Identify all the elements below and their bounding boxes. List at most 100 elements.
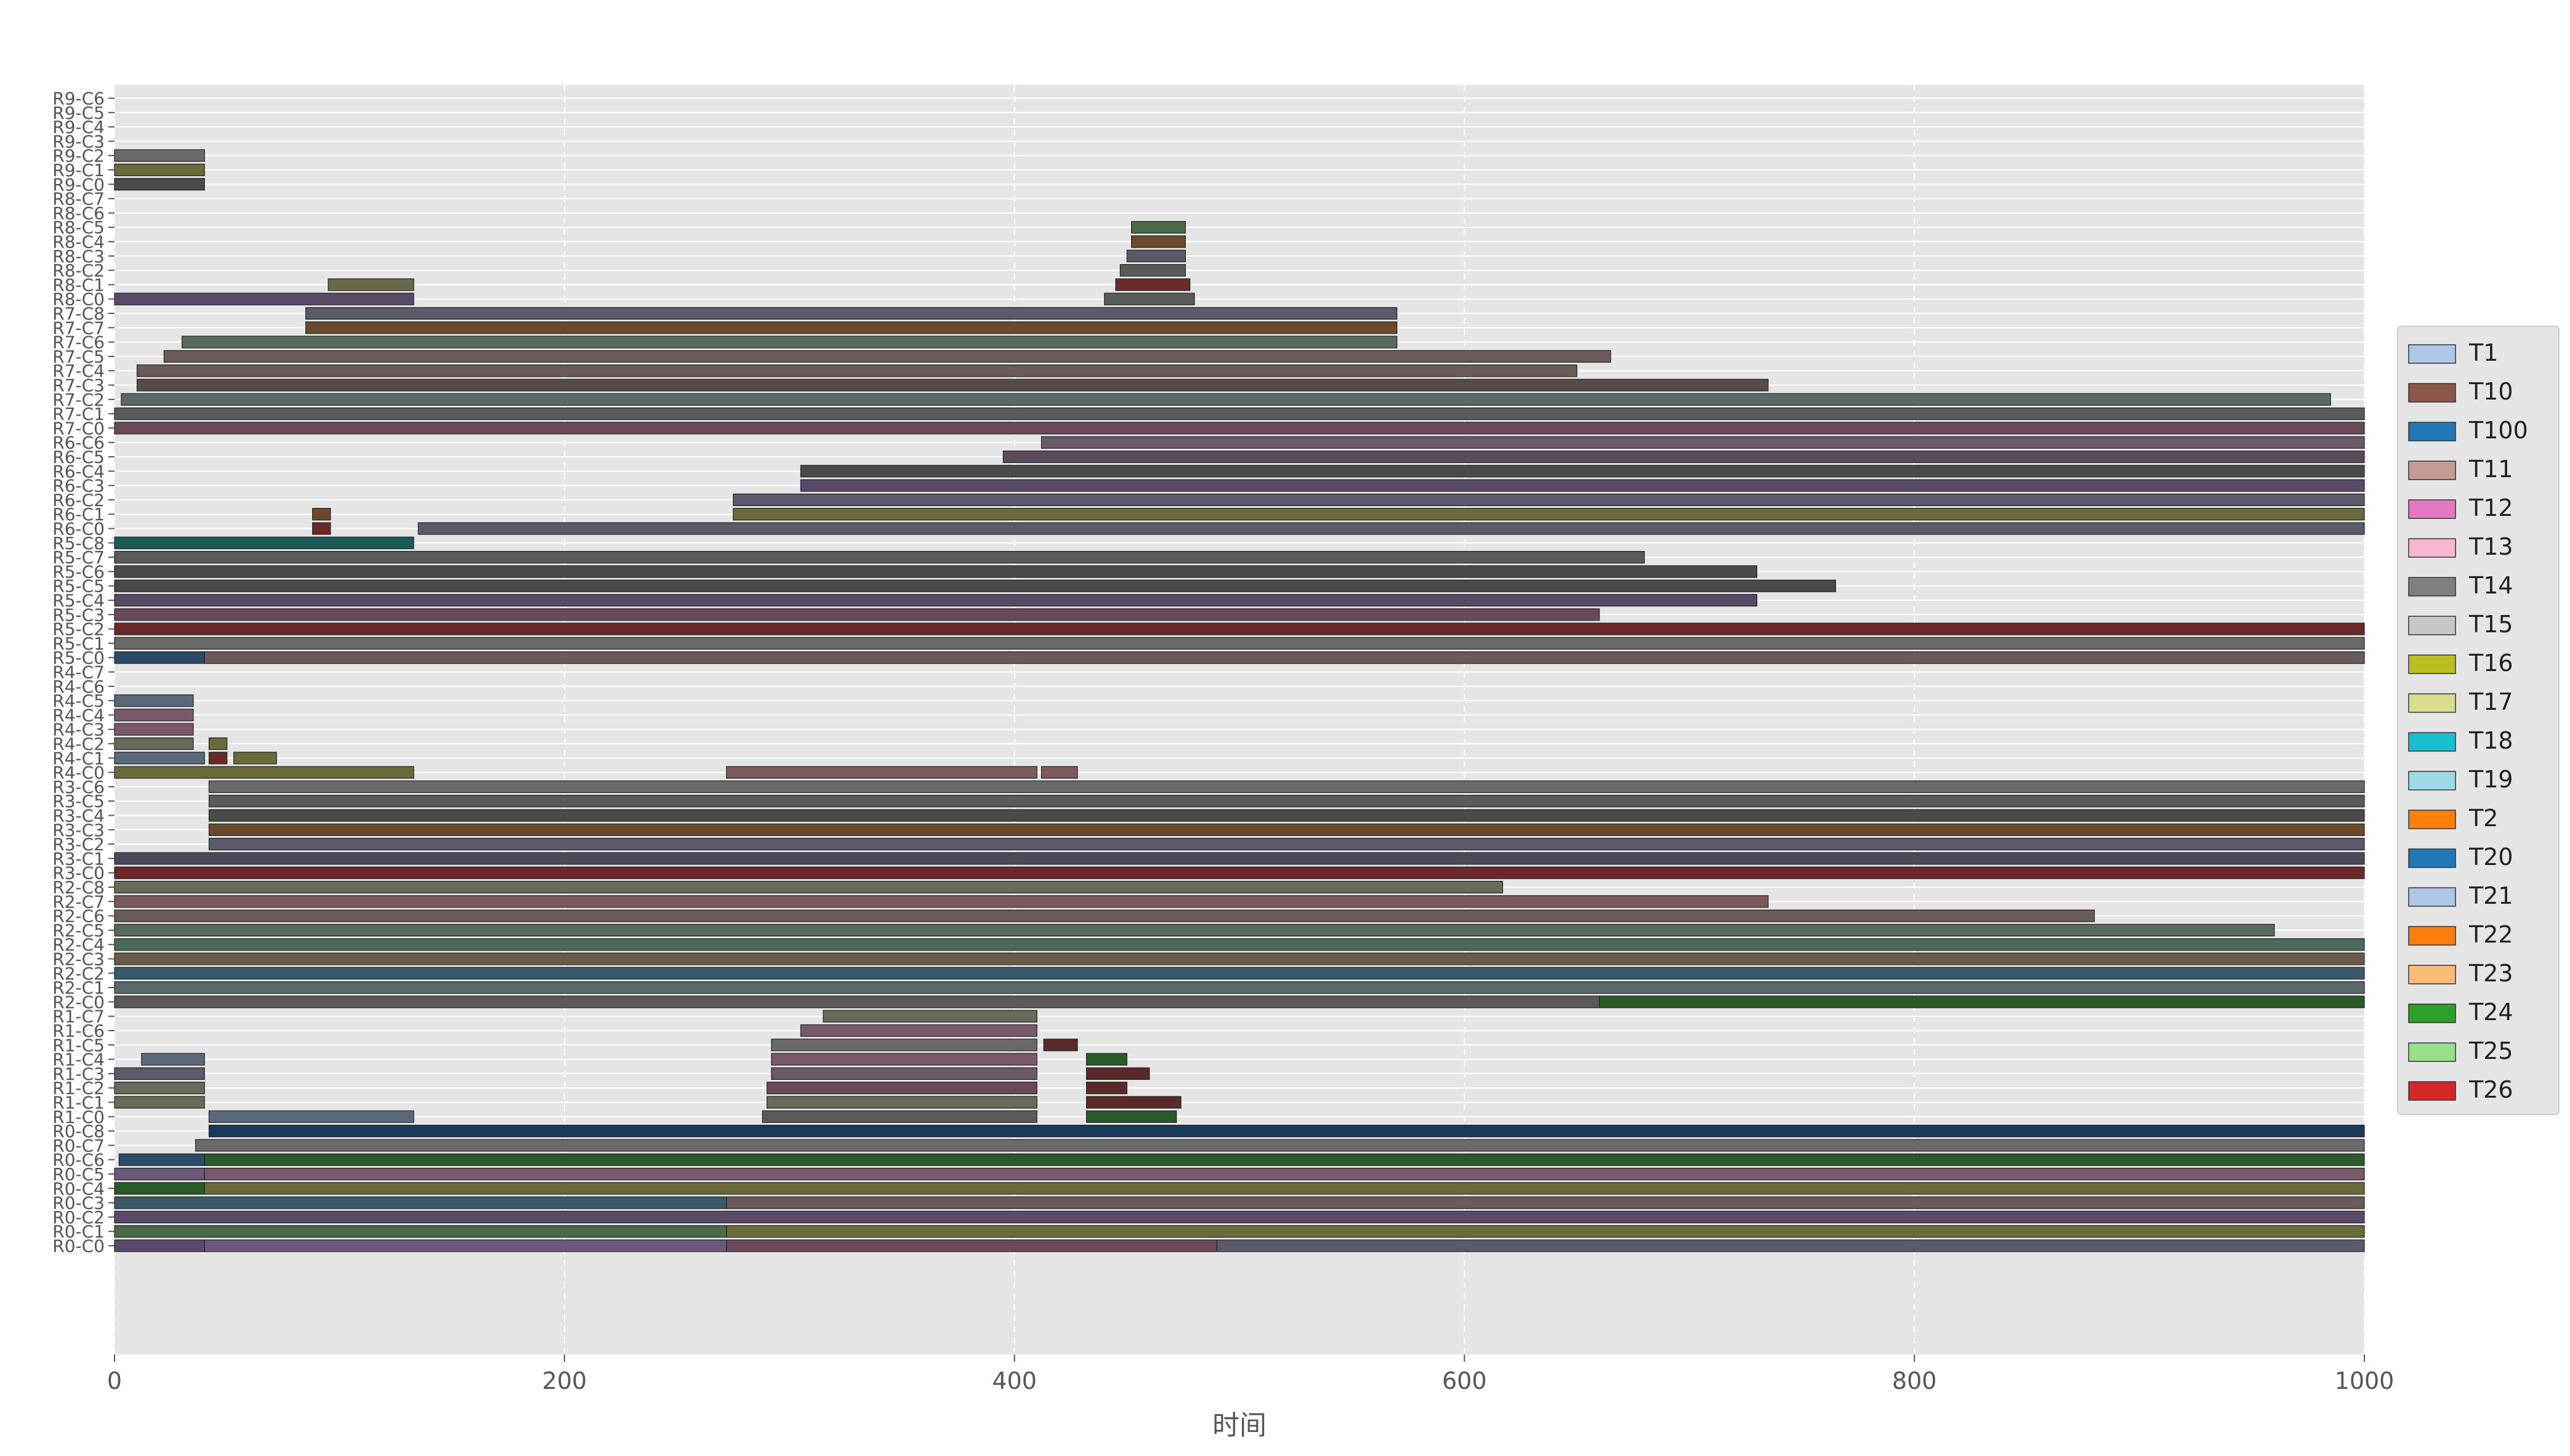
gantt-bar — [114, 1196, 727, 1209]
y-tick-label: R5-C8 — [52, 533, 105, 553]
y-tick-label: R7-C7 — [52, 318, 105, 338]
gantt-bar — [312, 522, 331, 535]
gantt-bar — [823, 1010, 1037, 1023]
y-tick-label: R3-C5 — [52, 791, 105, 811]
y-tick-label: R6-C1 — [52, 504, 105, 525]
y-tick-label: R5-C2 — [52, 619, 105, 640]
legend-swatch — [2408, 1004, 2456, 1023]
y-tick-label: R5-C6 — [52, 561, 105, 582]
y-tick-label: R6-C5 — [52, 447, 105, 467]
legend-swatch — [2408, 422, 2456, 441]
x-axis-label: 时间 — [1212, 1410, 1267, 1441]
y-tick-label: R0-C6 — [52, 1150, 105, 1170]
gantt-bar — [114, 593, 1758, 607]
y-tick-label: R6-C2 — [52, 490, 105, 510]
gantt-bar — [114, 895, 1769, 908]
gantt-bar — [114, 651, 205, 664]
gantt-bar — [1086, 1067, 1150, 1080]
gantt-bar — [1086, 1053, 1127, 1066]
gantt-bar — [208, 823, 2365, 836]
y-tick-label: R2-C6 — [52, 906, 105, 927]
y-tick-label: R5-C7 — [52, 547, 105, 568]
y-tick-label: R8-C3 — [52, 246, 105, 267]
legend-entry-label: T100 — [2468, 417, 2528, 444]
y-tick-label: R0-C7 — [52, 1135, 105, 1156]
gantt-bar — [114, 178, 205, 191]
legend-entry-label: T17 — [2468, 688, 2513, 715]
gantt-bar — [195, 1139, 2365, 1152]
y-tick-label: R0-C0 — [52, 1236, 105, 1257]
y-tick-label: R2-C2 — [52, 963, 105, 984]
y-tick-label: R0-C8 — [52, 1121, 105, 1141]
y-tick-label: R2-C8 — [52, 877, 105, 898]
gantt-bar — [1131, 221, 1186, 234]
gantt-bar — [204, 651, 2365, 664]
legend-entry-label: T18 — [2468, 727, 2513, 754]
gantt-bar — [114, 1082, 205, 1095]
y-tick-label: R5-C3 — [52, 605, 105, 625]
y-tick-label: R2-C7 — [52, 891, 105, 912]
legend-swatch — [2408, 1081, 2456, 1101]
gantt-bar — [208, 1124, 2365, 1138]
y-tick-label: R8-C6 — [52, 203, 105, 223]
gantt-bar — [726, 766, 1037, 779]
y-tick-label: R0-C2 — [52, 1207, 105, 1228]
y-tick-label: R4-C4 — [52, 705, 105, 725]
gantt-bar — [114, 909, 2095, 922]
gantt-bar — [114, 1167, 205, 1181]
gantt-bar — [233, 752, 277, 765]
gantt-bar — [114, 149, 205, 162]
y-tick-label: R4-C7 — [52, 662, 105, 683]
y-tick-label: R5-C0 — [52, 648, 105, 668]
gantt-bar — [208, 1110, 414, 1123]
gantt-bar — [1002, 450, 2365, 464]
legend-entry-label: T1 — [2468, 339, 2498, 366]
gantt-bar — [204, 1239, 727, 1252]
legend-entry-label: T24 — [2468, 999, 2513, 1026]
legend-entry-label: T13 — [2468, 533, 2513, 560]
gantt-bar — [771, 1053, 1037, 1066]
gantt-bar — [114, 866, 2365, 879]
gantt-bar — [163, 350, 1611, 363]
y-tick-label: R9-C3 — [52, 131, 105, 151]
gantt-bar — [114, 1225, 727, 1238]
y-tick-label: R8-C1 — [52, 275, 105, 295]
legend-swatch — [2408, 771, 2456, 790]
y-tick-label: R3-C6 — [52, 777, 105, 797]
legend-entry-label: T12 — [2468, 494, 2513, 521]
y-tick-label: R1-C5 — [52, 1035, 105, 1055]
gantt-bar — [208, 780, 2365, 794]
gantt-bar — [1131, 235, 1186, 248]
gantt-bar — [114, 752, 205, 765]
legend-swatch — [2408, 654, 2456, 674]
y-tick-label: R4-C1 — [52, 748, 105, 768]
legend-entry-label: T26 — [2468, 1076, 2513, 1103]
legend-swatch — [2408, 344, 2456, 364]
y-tick-label: R4-C0 — [52, 763, 105, 783]
legend: T1 T10 T100 T11 T12 T13 T14 T15 T16 T17 T18 T19 T2 T2… — [2397, 326, 2560, 1115]
y-tick-label: R1-C3 — [52, 1064, 105, 1084]
legend-entry-label: T15 — [2468, 611, 2513, 638]
legend-swatch — [2408, 810, 2456, 829]
y-tick-label: R0-C4 — [52, 1178, 105, 1199]
legend-swatch — [2408, 965, 2456, 984]
gantt-bar — [204, 1153, 2365, 1166]
y-tick-label: R2-C4 — [52, 935, 105, 955]
gantt-bar — [182, 336, 1398, 348]
y-tick-label: R7-C2 — [52, 390, 105, 410]
legend-swatch — [2408, 499, 2456, 519]
y-tick-label: R9-C5 — [52, 103, 105, 123]
gantt-bar — [312, 508, 331, 521]
y-tick-label: R1-C4 — [52, 1050, 105, 1070]
x-tick-label: 600 — [1442, 1367, 1487, 1394]
gantt-bar — [114, 407, 2365, 420]
gantt-bar — [771, 1067, 1037, 1080]
legend-swatch — [2408, 926, 2456, 946]
gantt-bar — [114, 723, 194, 736]
gantt-bar — [114, 967, 2365, 979]
y-tick-label: R9-C1 — [52, 160, 105, 180]
gantt-bar — [1119, 264, 1186, 277]
y-tick-label: R8-C5 — [52, 217, 105, 238]
gantt-bar — [114, 536, 414, 549]
y-tick-label: R7-C4 — [52, 361, 105, 381]
